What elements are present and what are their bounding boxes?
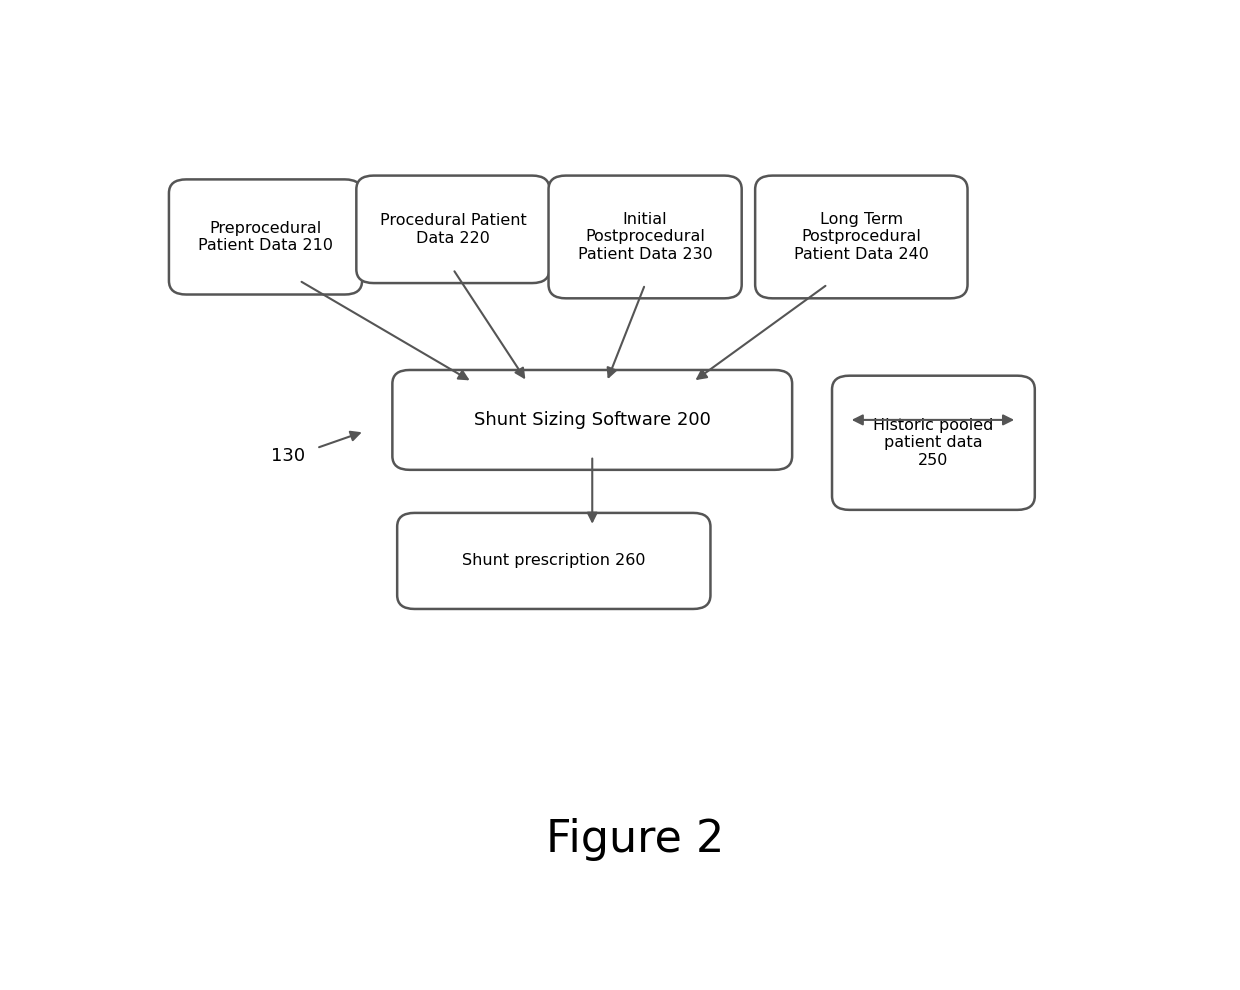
Text: Initial
Postprocedural
Patient Data 230: Initial Postprocedural Patient Data 230 [578,212,713,262]
FancyBboxPatch shape [832,375,1035,510]
Text: Historic pooled
patient data
250: Historic pooled patient data 250 [873,418,993,467]
FancyBboxPatch shape [169,179,362,294]
Text: Shunt Sizing Software 200: Shunt Sizing Software 200 [474,411,711,429]
FancyBboxPatch shape [392,370,792,470]
FancyBboxPatch shape [356,175,549,283]
FancyBboxPatch shape [548,175,742,298]
Text: Preprocedural
Patient Data 210: Preprocedural Patient Data 210 [198,221,334,253]
FancyBboxPatch shape [397,513,711,609]
Text: 130: 130 [270,446,305,464]
Text: Shunt prescription 260: Shunt prescription 260 [463,553,646,568]
Text: Long Term
Postprocedural
Patient Data 240: Long Term Postprocedural Patient Data 24… [794,212,929,262]
Text: Procedural Patient
Data 220: Procedural Patient Data 220 [379,213,526,246]
FancyBboxPatch shape [755,175,967,298]
Text: Figure 2: Figure 2 [547,818,724,860]
